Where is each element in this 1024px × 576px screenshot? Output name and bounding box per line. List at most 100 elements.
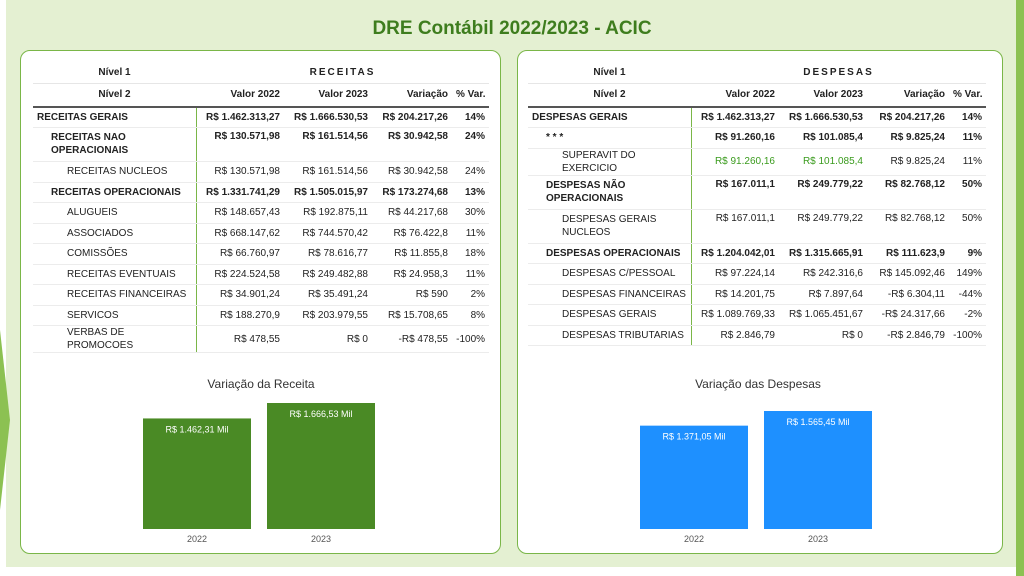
table-row[interactable]: RECEITAS EVENTUAIS R$ 224.524,58 R$ 249.… (33, 264, 490, 285)
column-header-pct-var[interactable]: % Var. (949, 83, 987, 108)
bar-2022[interactable] (143, 418, 251, 529)
table-row[interactable]: ASSOCIADOS R$ 668.147,62 R$ 744.570,42 R… (33, 223, 490, 244)
x-tick-label: 2022 (187, 534, 207, 544)
cell-valor-2022: R$ 14.201,75 (691, 284, 779, 305)
cell-pct-var: 24% (452, 161, 490, 183)
cell-variacao: R$ 204.217,26 (372, 106, 452, 128)
cell-valor-2022: R$ 1.089.769,33 (691, 304, 779, 326)
cell-variacao: -R$ 478,55 (372, 325, 452, 353)
cell-valor-2023: R$ 242.316,6 (779, 263, 867, 285)
table-row[interactable]: ALUGUEIS R$ 148.657,43 R$ 192.875,11 R$ … (33, 202, 490, 224)
header-nivel2[interactable]: Nível 2 (33, 83, 196, 108)
x-tick-label: 2023 (311, 534, 331, 544)
row-label: * * * (528, 127, 692, 149)
cell-valor-2022: R$ 66.760,97 (196, 243, 284, 265)
cell-valor-2022: R$ 1.462.313,27 (196, 106, 284, 128)
table-row[interactable]: DESPESAS TRIBUTARIAS R$ 2.846,79 R$ 0 -R… (528, 325, 987, 346)
cell-variacao: -R$ 2.846,79 (867, 325, 949, 346)
row-label: RECEITAS FINANCEIRAS (33, 284, 197, 306)
bar-2023[interactable] (764, 411, 872, 529)
row-label: RECEITAS OPERACIONAIS (33, 182, 197, 203)
cell-valor-2022: R$ 1.331.741,29 (196, 182, 284, 203)
data-label: R$ 1.371,05 Mil (662, 432, 725, 442)
table-row[interactable]: RECEITAS GERAIS R$ 1.462.313,27 R$ 1.666… (33, 106, 490, 128)
cell-variacao: R$ 82.768,12 (867, 175, 949, 210)
table-row[interactable]: DESPESAS NÃO OPERACIONAIS R$ 167.011,1 R… (528, 175, 987, 210)
cell-valor-2022: R$ 130.571,98 (196, 127, 284, 162)
cell-valor-2023: R$ 249.779,22 (779, 175, 867, 210)
column-header-pct-var[interactable]: % Var. (452, 83, 490, 108)
bar-2022[interactable] (640, 425, 748, 529)
table-row[interactable]: DESPESAS GERAIS NUCLEOS R$ 167.011,1 R$ … (528, 209, 987, 244)
table-row[interactable]: DESPESAS OPERACIONAIS R$ 1.204.042,01 R$… (528, 243, 987, 264)
cell-pct-var: 30% (452, 202, 490, 224)
table-row[interactable]: RECEITAS NAO OPERACIONAIS R$ 130.571,98 … (33, 127, 490, 162)
row-label: DESPESAS GERAIS (528, 304, 692, 326)
receitas-panel: Nível 1 RECEITAS Nível 2 Valor 2022 Valo… (20, 50, 501, 554)
table-row[interactable]: RECEITAS FINANCEIRAS R$ 34.901,24 R$ 35.… (33, 284, 490, 306)
table-row[interactable]: SERVICOS R$ 188.270,9 R$ 203.979,55 R$ 1… (33, 305, 490, 326)
cell-pct-var: -100% (949, 325, 987, 346)
cell-pct-var: 14% (452, 106, 490, 128)
cell-valor-2022: R$ 167.011,1 (691, 209, 779, 244)
cell-valor-2022: R$ 668.147,62 (196, 223, 284, 244)
header-nivel1: Nível 1 (33, 63, 196, 84)
table-row[interactable]: * * * R$ 91.260,16 R$ 101.085,4 R$ 9.825… (528, 127, 987, 149)
row-label: RECEITAS NAO OPERACIONAIS (33, 127, 197, 162)
cell-variacao: R$ 9.825,24 (867, 127, 949, 149)
table-row[interactable]: RECEITAS NUCLEOS R$ 130.571,98 R$ 161.51… (33, 161, 490, 183)
table-row[interactable]: RECEITAS OPERACIONAIS R$ 1.331.741,29 R$… (33, 182, 490, 203)
row-label: DESPESAS FINANCEIRAS (528, 284, 692, 305)
column-header-variacao[interactable]: Variação (372, 83, 452, 108)
row-label: DESPESAS OPERACIONAIS (528, 243, 692, 264)
table-row[interactable]: SUPERAVIT DO EXERCICIO R$ 91.260,16 R$ 1… (528, 148, 987, 176)
column-header-valor-2022[interactable]: Valor 2022 (691, 83, 779, 108)
left-accent-arrow (0, 330, 10, 510)
cell-valor-2023: R$ 203.979,55 (284, 305, 372, 326)
cell-valor-2023: R$ 78.616,77 (284, 243, 372, 265)
cell-pct-var: 149% (949, 263, 987, 285)
data-label: R$ 1.666,53 Mil (289, 409, 352, 419)
column-header-variacao[interactable]: Variação (867, 83, 949, 108)
chart-title-receita: Variação da Receita (207, 377, 315, 391)
cell-valor-2023: R$ 7.897,64 (779, 284, 867, 305)
cell-valor-2023: R$ 1.666.530,53 (284, 106, 372, 128)
cell-valor-2023: R$ 0 (779, 325, 867, 346)
cell-pct-var: 8% (452, 305, 490, 326)
table-row[interactable]: COMISSÕES R$ 66.760,97 R$ 78.616,77 R$ 1… (33, 243, 490, 265)
cell-variacao: R$ 76.422,8 (372, 223, 452, 244)
table-row[interactable]: DESPESAS FINANCEIRAS R$ 14.201,75 R$ 7.8… (528, 284, 987, 305)
cell-valor-2023: R$ 192.875,11 (284, 202, 372, 224)
x-tick-label: 2022 (684, 534, 704, 544)
cell-valor-2023: R$ 249.779,22 (779, 209, 867, 244)
table-row[interactable]: VERBAS DE PROMOCOES R$ 478,55 R$ 0 -R$ 4… (33, 325, 490, 353)
cell-pct-var: 11% (949, 148, 987, 176)
cell-pct-var: 50% (949, 175, 987, 210)
cell-variacao: -R$ 24.317,66 (867, 304, 949, 326)
cell-valor-2022: R$ 34.901,24 (196, 284, 284, 306)
cell-valor-2022: R$ 224.524,58 (196, 264, 284, 285)
bar-2023[interactable] (267, 403, 375, 529)
cell-valor-2022: R$ 188.270,9 (196, 305, 284, 326)
column-header-valor-2023[interactable]: Valor 2023 (284, 83, 372, 108)
cell-valor-2023: R$ 249.482,88 (284, 264, 372, 285)
table-row[interactable]: DESPESAS GERAIS R$ 1.089.769,33 R$ 1.065… (528, 304, 987, 326)
cell-pct-var: 18% (452, 243, 490, 265)
column-header-valor-2022[interactable]: Valor 2022 (196, 83, 284, 108)
table-row[interactable]: DESPESAS C/PESSOAL R$ 97.224,14 R$ 242.3… (528, 263, 987, 285)
cell-pct-var: 11% (452, 264, 490, 285)
row-label: ALUGUEIS (33, 202, 197, 224)
cell-variacao: R$ 173.274,68 (372, 182, 452, 203)
cell-variacao: R$ 111.623,9 (867, 243, 949, 264)
row-label: SERVICOS (33, 305, 197, 326)
cell-valor-2023: R$ 0 (284, 325, 372, 353)
section-header-despesas: DESPESAS (691, 63, 987, 84)
row-label: DESPESAS C/PESSOAL (528, 263, 692, 285)
right-accent-bar (1016, 0, 1024, 576)
cell-valor-2022: R$ 97.224,14 (691, 263, 779, 285)
column-header-valor-2023[interactable]: Valor 2023 (779, 83, 867, 108)
cell-variacao: R$ 44.217,68 (372, 202, 452, 224)
header-nivel2[interactable]: Nível 2 (528, 83, 691, 108)
table-row[interactable]: DESPESAS GERAIS R$ 1.462.313,27 R$ 1.666… (528, 106, 987, 128)
cell-pct-var: 50% (949, 209, 987, 244)
